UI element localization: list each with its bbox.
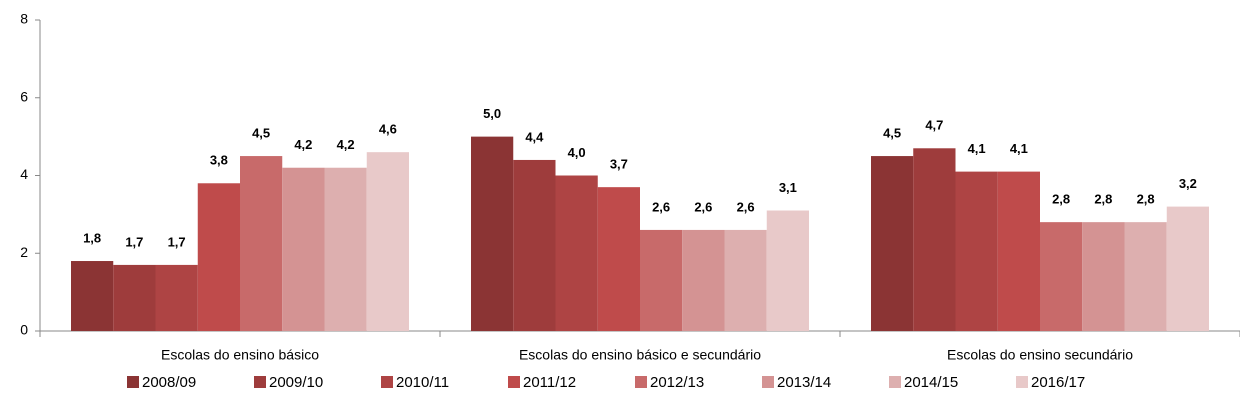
legend-swatch — [635, 376, 647, 388]
bar — [640, 229, 683, 331]
y-tick-label: 0 — [20, 322, 28, 338]
value-label: 3,2 — [1179, 176, 1197, 191]
bar — [197, 183, 240, 331]
bar — [240, 156, 283, 331]
legend-swatch — [1016, 376, 1028, 388]
bar — [155, 264, 198, 331]
x-tick-label: Escolas do ensino básico e secundário — [519, 347, 761, 363]
value-label: 2,6 — [694, 199, 712, 214]
legend-swatch — [508, 376, 520, 388]
value-label: 2,8 — [1137, 192, 1155, 207]
value-label: 3,8 — [210, 153, 228, 168]
value-label: 4,4 — [525, 129, 544, 144]
x-tick-label: Escolas do ensino secundário — [947, 347, 1133, 363]
value-label: 4,2 — [337, 137, 355, 152]
y-tick-label: 4 — [20, 166, 28, 182]
value-label: 1,8 — [83, 230, 101, 245]
value-label: 4,1 — [968, 141, 986, 156]
bar — [997, 171, 1040, 331]
value-label: 2,8 — [1052, 192, 1070, 207]
value-label: 4,1 — [1010, 141, 1028, 156]
bar — [682, 229, 725, 331]
bar — [513, 159, 556, 331]
bar — [766, 210, 809, 331]
y-tick-label: 8 — [20, 11, 28, 27]
bar — [113, 264, 156, 331]
bar — [724, 229, 767, 331]
bar — [282, 167, 325, 331]
bar — [913, 148, 956, 331]
bar — [1166, 206, 1209, 331]
legend-label: 2009/10 — [269, 374, 323, 391]
value-label: 1,7 — [168, 234, 186, 249]
bar — [1124, 222, 1167, 331]
bar — [597, 187, 640, 331]
value-label: 4,0 — [568, 145, 586, 160]
bar — [71, 261, 114, 331]
legend-label: 2011/12 — [523, 374, 576, 391]
bar — [1040, 222, 1083, 331]
value-label: 2,6 — [652, 199, 670, 214]
value-label: 3,7 — [610, 157, 628, 172]
legend-label: 2008/09 — [142, 374, 196, 391]
value-label: 4,7 — [925, 118, 943, 133]
value-label: 2,6 — [737, 199, 755, 214]
value-label: 4,6 — [379, 122, 397, 137]
value-label: 4,5 — [883, 126, 901, 141]
legend-swatch — [381, 376, 393, 388]
legend-swatch — [889, 376, 901, 388]
bar — [471, 136, 514, 331]
legend-label: 2013/14 — [777, 374, 831, 391]
legend-label: 2016/17 — [1031, 374, 1085, 391]
value-label: 2,8 — [1094, 192, 1112, 207]
bar — [366, 152, 409, 331]
value-label: 4,2 — [294, 137, 312, 152]
legend-label: 2014/15 — [904, 374, 958, 391]
bar — [1082, 222, 1125, 331]
bar — [324, 167, 367, 331]
value-label: 3,1 — [779, 180, 797, 195]
bar — [955, 171, 998, 331]
legend-label: 2010/11 — [396, 374, 449, 391]
value-label: 4,5 — [252, 126, 270, 141]
value-label: 1,7 — [125, 234, 143, 249]
value-label: 5,0 — [483, 106, 501, 121]
bar — [555, 175, 598, 331]
legend-swatch — [254, 376, 266, 388]
legend-label: 2012/13 — [650, 374, 704, 391]
bar — [871, 156, 914, 331]
y-tick-label: 2 — [20, 244, 28, 260]
y-tick-label: 6 — [20, 88, 28, 104]
x-tick-label: Escolas do ensino básico — [161, 347, 319, 363]
legend-swatch — [127, 376, 139, 388]
legend-swatch — [762, 376, 774, 388]
